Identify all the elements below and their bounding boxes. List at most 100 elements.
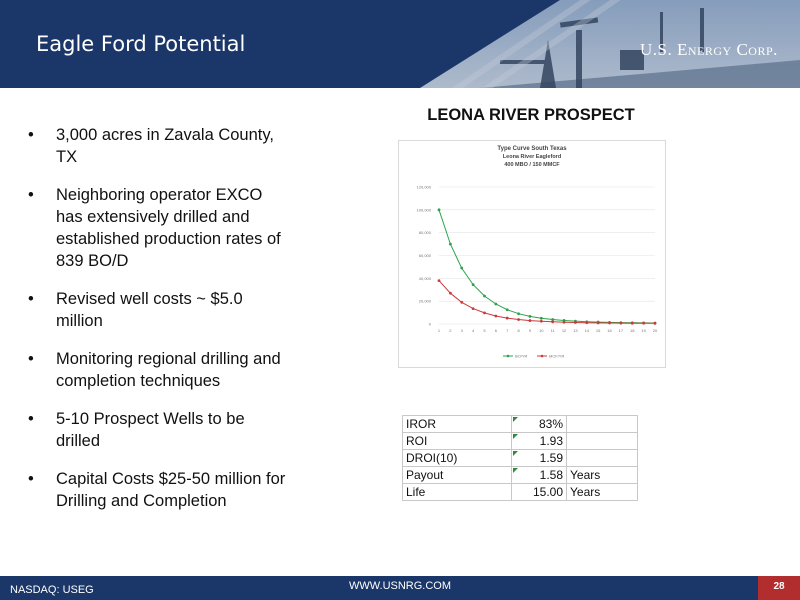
- data-point: [619, 321, 623, 325]
- x-tick-label: 11: [551, 328, 556, 333]
- data-point: [551, 320, 555, 324]
- data-point: [539, 319, 543, 323]
- header-bar: Eagle Ford Potential U.S. Energy Corp.: [0, 0, 800, 88]
- table-row: ROI 1.93: [402, 432, 638, 450]
- y-tick-label: 100,000: [417, 207, 432, 212]
- company-logo: U.S. Energy Corp.: [640, 40, 778, 60]
- x-tick-label: 2: [449, 328, 452, 333]
- x-tick-label: 16: [607, 328, 612, 333]
- bullet-item: • 3,000 acres in Zavala County, TX: [28, 126, 274, 166]
- table-row: Life 15.00 Years: [402, 483, 638, 501]
- chart-subtitle: 400 MBO / 150 MMCF: [504, 162, 560, 168]
- data-point: [460, 300, 464, 304]
- data-point: [505, 316, 509, 320]
- x-tick-label: 19: [641, 328, 646, 333]
- metric-label: IROR: [402, 415, 512, 433]
- table-row: Payout 1.58 Years: [402, 466, 638, 484]
- website-link[interactable]: WWW.USNRG.COM: [348, 580, 452, 592]
- bullet-item: • Capital Costs $25-50 million for Drilli…: [28, 470, 286, 510]
- x-tick-label: 6: [495, 328, 498, 333]
- y-tick-label: 20,000: [419, 299, 432, 304]
- y-tick-label: 80,000: [419, 230, 432, 235]
- data-point: [483, 311, 486, 315]
- bullet-dot-icon: •: [28, 470, 34, 488]
- economics-table: IROR 83% ROI 1.93 DROI(10) 1.59 Payout 1…: [402, 415, 638, 501]
- bullet-dot-icon: •: [28, 410, 34, 428]
- type-curve-chart: Type Curve South Texas Leona River Eaglef…: [398, 140, 666, 368]
- metric-value: 1.59: [511, 449, 567, 467]
- data-point: [517, 318, 520, 321]
- y-tick-label: 60,000: [419, 253, 432, 258]
- oilfield-photo-banner: [420, 0, 800, 88]
- bullet-item: • 5-10 Prospect Wells to be drilled: [28, 410, 245, 450]
- data-point: [630, 321, 634, 325]
- data-point: [448, 291, 452, 295]
- x-tick-label: 3: [461, 328, 464, 333]
- bullet-dot-icon: •: [28, 126, 34, 144]
- bullet-dot-icon: •: [28, 350, 34, 368]
- data-point: [528, 314, 532, 318]
- slide-title: Eagle Ford Potential: [36, 32, 246, 56]
- company-logo-text: U.S. Energy Corp.: [640, 40, 778, 59]
- bullet-list: • 3,000 acres in Zavala County, TX • Neigh…: [26, 124, 286, 528]
- metric-value: 1.93: [511, 432, 567, 450]
- data-point: [596, 321, 600, 325]
- metric-label: Payout: [402, 466, 512, 484]
- legend-marker: [540, 354, 544, 358]
- ticker-label: NASDAQ: USEG: [10, 584, 94, 596]
- x-tick-label: 15: [596, 328, 601, 333]
- data-point: [494, 302, 498, 306]
- x-tick-label: 18: [630, 328, 635, 333]
- legend-label: MCF/YR: [549, 354, 564, 359]
- legend-marker: [506, 354, 510, 358]
- data-point: [517, 312, 520, 316]
- metric-unit: [566, 449, 638, 467]
- y-tick-label: 120,000: [417, 185, 432, 190]
- metric-value: 1.58: [511, 466, 567, 484]
- x-tick-label: 14: [585, 328, 590, 333]
- bullet-item: • Monitoring regional drilling and comple…: [28, 350, 281, 390]
- data-point: [483, 294, 486, 298]
- data-point: [448, 242, 452, 246]
- x-tick-label: 13: [573, 328, 578, 333]
- metric-unit: [566, 415, 638, 433]
- bullet-item: • Revised well costs ~ $5.0 million: [28, 290, 243, 330]
- chart-subtitle: Leona River Eagleford: [503, 154, 561, 160]
- data-point: [562, 320, 566, 324]
- data-point: [494, 314, 498, 318]
- legend-label: BO/YR: [515, 354, 528, 359]
- data-point: [642, 321, 646, 325]
- chart-canvas: Type Curve South Texas Leona River Eaglef…: [417, 146, 658, 359]
- bullet-dot-icon: •: [28, 186, 34, 204]
- metric-unit: Years: [566, 466, 638, 484]
- data-point: [505, 308, 509, 312]
- table-row: IROR 83%: [402, 415, 638, 433]
- y-tick-label: 40,000: [419, 276, 432, 281]
- footer-bar: NASDAQ: USEG WWW.USNRG.COM 28: [0, 576, 800, 600]
- x-tick-label: 12: [562, 328, 567, 333]
- data-point: [551, 318, 555, 321]
- y-tick-label: 0: [429, 322, 432, 327]
- x-tick-label: 1: [438, 328, 441, 333]
- metric-unit: [566, 432, 638, 450]
- x-tick-label: 9: [529, 328, 532, 333]
- metric-label: Life: [402, 483, 512, 501]
- x-tick-label: 7: [506, 328, 509, 333]
- chart-title: Type Curve South Texas: [497, 146, 567, 152]
- x-tick-label: 10: [539, 328, 544, 333]
- x-tick-label: 5: [483, 328, 486, 333]
- prospect-title: LEONA RIVER PROSPECT: [427, 106, 635, 124]
- data-point: [574, 321, 577, 324]
- data-point: [539, 316, 543, 320]
- data-point: [437, 208, 441, 212]
- metric-unit: Years: [566, 483, 638, 501]
- metric-value: 83%: [511, 415, 567, 433]
- data-point: [585, 321, 589, 325]
- metric-label: ROI: [402, 432, 512, 450]
- data-point: [653, 321, 657, 325]
- metric-value: 15.00: [511, 483, 567, 501]
- data-point: [528, 319, 532, 322]
- series-line: [438, 280, 655, 324]
- data-point: [471, 307, 475, 310]
- series-line: [438, 209, 656, 324]
